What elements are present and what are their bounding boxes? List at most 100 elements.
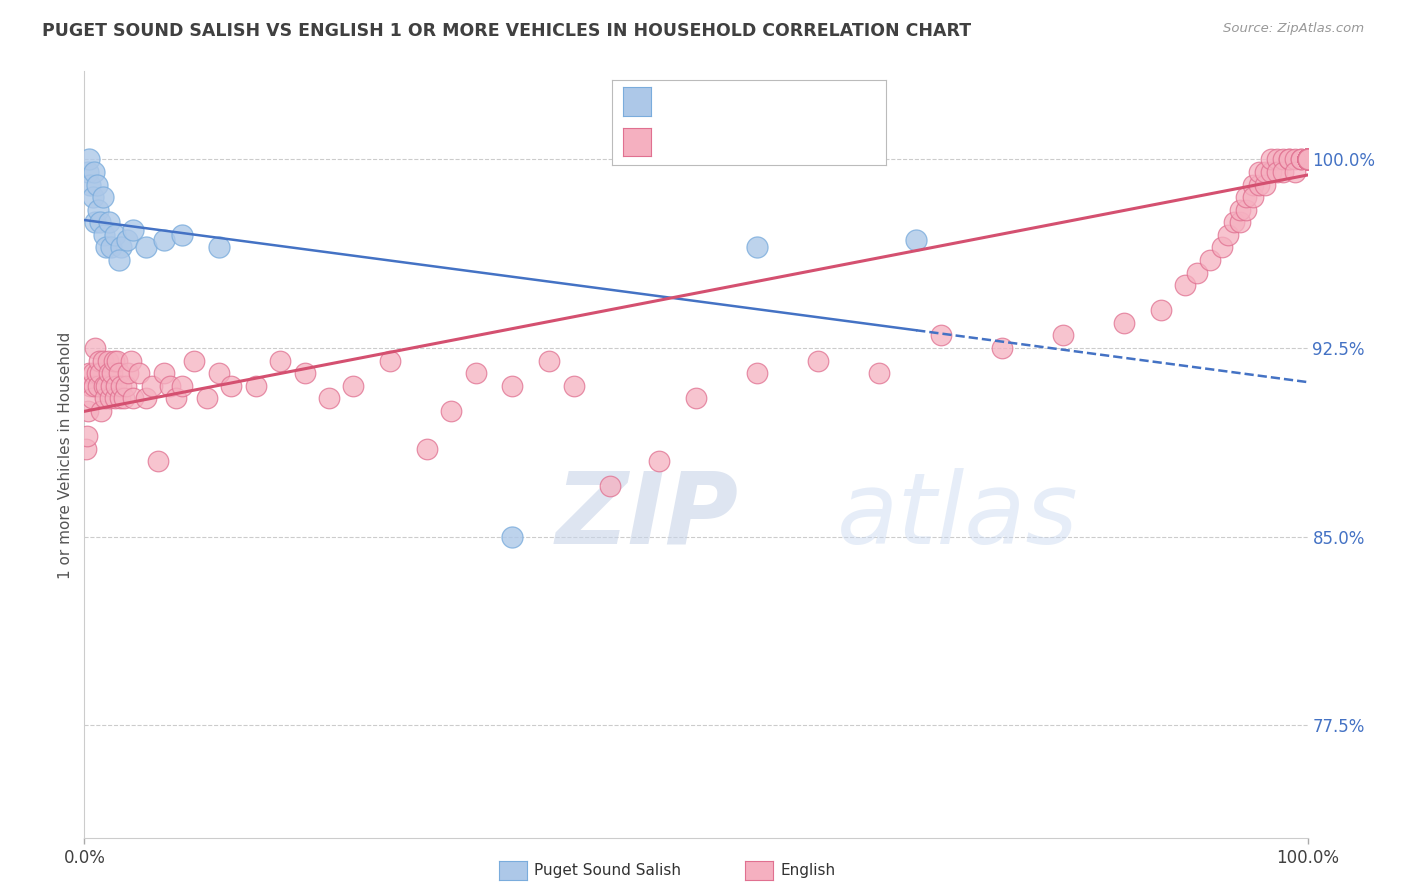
Point	[87, 202, 110, 217]
Point	[1278, 153, 1301, 167]
Point	[90, 404, 112, 418]
Point	[165, 392, 187, 406]
Text: atlas: atlas	[837, 467, 1078, 565]
Point	[1236, 190, 1258, 204]
Point	[1260, 153, 1282, 167]
Point	[599, 479, 621, 493]
Point	[1296, 153, 1319, 167]
Point	[1236, 202, 1258, 217]
Point	[747, 240, 769, 254]
Point	[112, 392, 135, 406]
Point	[1296, 153, 1319, 167]
Point	[82, 190, 104, 204]
Point	[77, 153, 100, 167]
Point	[1254, 165, 1277, 179]
Point	[94, 392, 117, 406]
Point	[86, 178, 108, 192]
Point	[1296, 153, 1319, 167]
Point	[141, 378, 163, 392]
Point	[153, 233, 176, 247]
Point	[89, 366, 111, 380]
Point	[1278, 153, 1301, 167]
Point	[562, 378, 585, 392]
Point	[807, 353, 830, 368]
Point	[1187, 266, 1209, 280]
Point	[1296, 153, 1319, 167]
Point	[245, 378, 267, 392]
Point	[929, 328, 952, 343]
Point	[1296, 153, 1319, 167]
Text: R = 0.634   N = 172: R = 0.634 N = 172	[658, 125, 839, 143]
Point	[1296, 153, 1319, 167]
Point	[1296, 153, 1319, 167]
Point	[76, 429, 98, 443]
Point	[1296, 153, 1319, 167]
Point	[128, 366, 150, 380]
Point	[1296, 153, 1319, 167]
Point	[115, 233, 138, 247]
Point	[1296, 153, 1319, 167]
Point	[1296, 153, 1319, 167]
Point	[1198, 252, 1220, 267]
Point	[1296, 153, 1319, 167]
Point	[135, 240, 157, 254]
Point	[1211, 240, 1233, 254]
Point	[105, 353, 128, 368]
Point	[1296, 153, 1319, 167]
Point	[1296, 153, 1319, 167]
Point	[1241, 190, 1264, 204]
Text: Puget Sound Salish: Puget Sound Salish	[534, 863, 682, 878]
Point	[685, 392, 707, 406]
Point	[1174, 278, 1197, 293]
Point	[1296, 153, 1319, 167]
Point	[100, 378, 122, 392]
Point	[120, 353, 142, 368]
Point	[1296, 153, 1319, 167]
Point	[208, 240, 231, 254]
Point	[1296, 153, 1319, 167]
Point	[80, 392, 103, 406]
Point	[1296, 153, 1319, 167]
Point	[1229, 215, 1251, 229]
Point	[1296, 153, 1319, 167]
Point	[1260, 165, 1282, 179]
Point	[98, 392, 121, 406]
Point	[1150, 303, 1173, 318]
Point	[146, 454, 169, 468]
Point	[195, 392, 218, 406]
Point	[96, 378, 118, 392]
Point	[648, 454, 671, 468]
Y-axis label: 1 or more Vehicles in Household: 1 or more Vehicles in Household	[58, 331, 73, 579]
Point	[91, 353, 114, 368]
Point	[1296, 153, 1319, 167]
Point	[79, 378, 101, 392]
Point	[115, 378, 138, 392]
Point	[1296, 153, 1319, 167]
Text: English: English	[780, 863, 835, 878]
Point	[318, 392, 340, 406]
Point	[1296, 153, 1319, 167]
Text: Source: ZipAtlas.com: Source: ZipAtlas.com	[1223, 22, 1364, 36]
Point	[1296, 153, 1319, 167]
Point	[747, 366, 769, 380]
Point	[1296, 153, 1319, 167]
Point	[1296, 153, 1319, 167]
Point	[1265, 153, 1288, 167]
Point	[110, 240, 132, 254]
Point	[1296, 153, 1319, 167]
Point	[1247, 178, 1270, 192]
Point	[991, 341, 1014, 355]
Point	[83, 378, 105, 392]
Point	[77, 366, 100, 380]
Point	[1296, 153, 1319, 167]
Point	[101, 366, 124, 380]
Point	[208, 366, 231, 380]
Point	[380, 353, 402, 368]
Point	[905, 233, 928, 247]
Point	[1241, 178, 1264, 192]
Point	[86, 366, 108, 380]
Point	[172, 227, 194, 242]
Point	[440, 404, 463, 418]
Point	[153, 366, 176, 380]
Point	[110, 378, 132, 392]
